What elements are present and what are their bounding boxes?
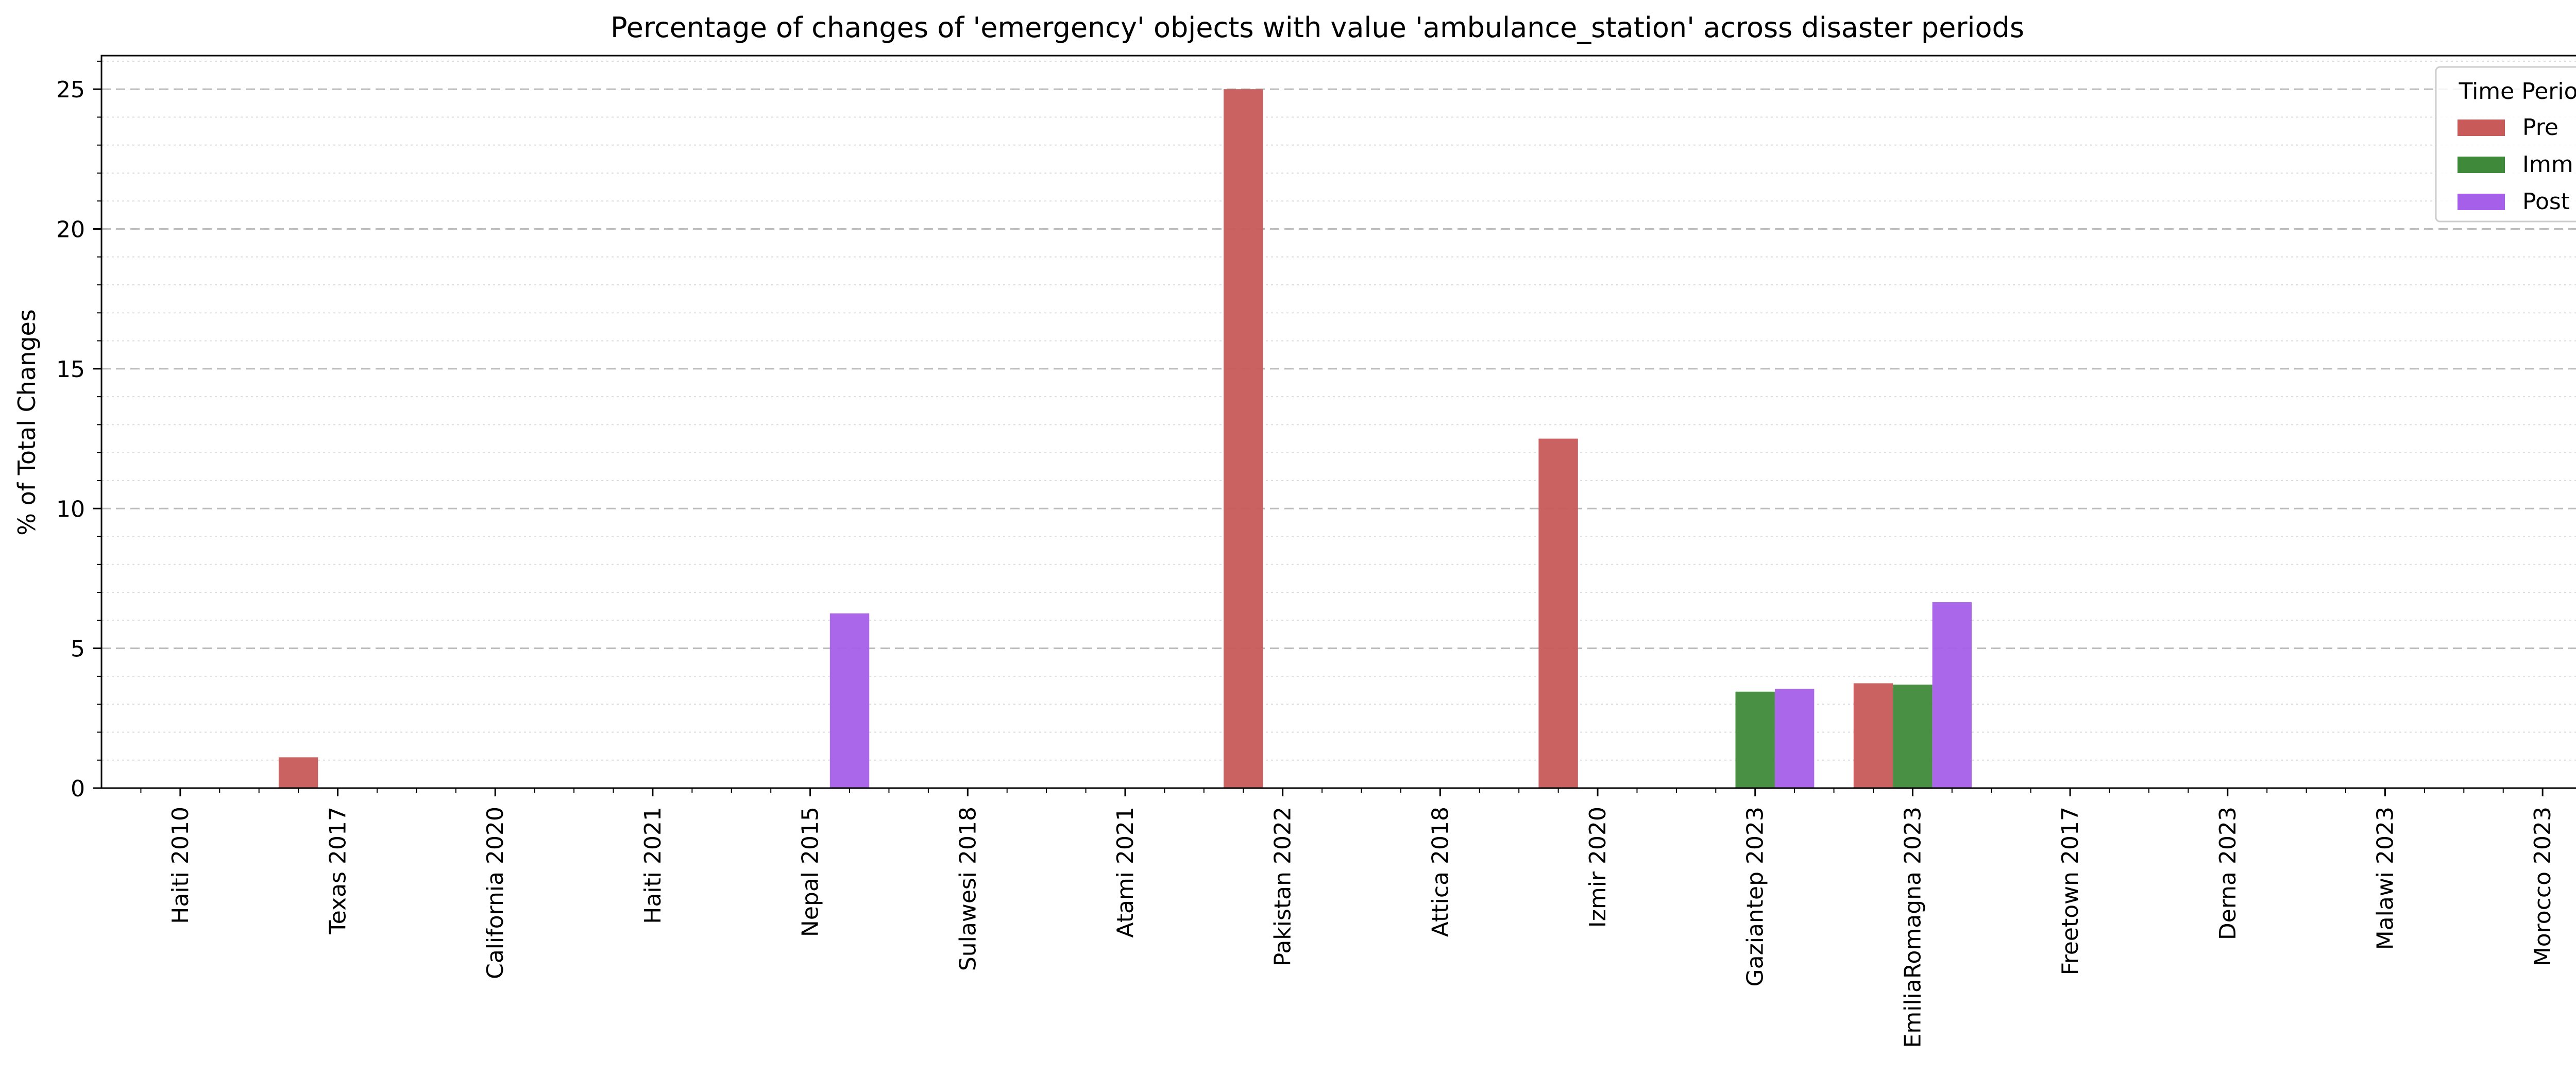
legend-label-imm: Imm xyxy=(2522,151,2573,178)
legend-swatch-imm xyxy=(2458,157,2505,173)
bar-post xyxy=(1932,602,1972,788)
x-tick-label: Freetown 2017 xyxy=(2057,807,2083,975)
y-axis-label: % of Total Changes xyxy=(13,309,41,535)
x-tick-label: Nepal 2015 xyxy=(798,807,824,937)
legend-box xyxy=(2435,66,2576,223)
y-tick-label: 10 xyxy=(56,496,85,522)
x-tick-label: Haiti 2010 xyxy=(167,807,194,924)
x-tick-label: Sulawesi 2018 xyxy=(955,807,981,971)
legend-title: Time Period xyxy=(2459,78,2576,105)
legend: Time Period Pre Imm Post xyxy=(2435,66,2576,223)
x-tick-label: Attica 2018 xyxy=(1427,807,1453,937)
x-tick-label: Atami 2021 xyxy=(1112,807,1139,938)
x-tick-label: California 2020 xyxy=(482,807,509,979)
x-tick-label: Texas 2017 xyxy=(325,807,351,935)
x-tick-label: Haiti 2021 xyxy=(640,807,666,924)
y-tick-label: 5 xyxy=(71,636,85,662)
x-tick-label: Gaziantep 2023 xyxy=(1742,807,1769,986)
bar-post xyxy=(829,613,870,788)
y-tick-label: 0 xyxy=(71,776,85,802)
bar-imm xyxy=(1893,685,1933,788)
bar-pre xyxy=(278,757,318,788)
legend-label-post: Post xyxy=(2522,189,2570,215)
bar-post xyxy=(1774,689,1815,788)
bar-pre xyxy=(1224,89,1263,789)
bar-pre xyxy=(1538,438,1578,788)
y-tick-label: 25 xyxy=(56,77,85,103)
x-tick-label: EmiliaRomagna 2023 xyxy=(1900,807,1926,1048)
bar-pre xyxy=(1853,683,1893,788)
x-tick-label: Morocco 2023 xyxy=(2530,807,2556,966)
legend-swatch-post xyxy=(2458,194,2505,210)
bar-imm xyxy=(1735,691,1775,788)
legend-swatch-pre xyxy=(2458,120,2505,136)
chart-title: Percentage of changes of 'emergency' obj… xyxy=(611,11,2024,44)
x-tick-label: Izmir 2020 xyxy=(1585,807,1611,928)
y-tick-label: 15 xyxy=(56,356,85,383)
x-tick-label: Pakistan 2022 xyxy=(1270,807,1296,966)
x-tick-label: Malawi 2023 xyxy=(2372,807,2398,950)
y-tick-label: 20 xyxy=(56,217,85,243)
x-tick-label: Derna 2023 xyxy=(2215,807,2241,940)
legend-label-pre: Pre xyxy=(2522,114,2558,141)
